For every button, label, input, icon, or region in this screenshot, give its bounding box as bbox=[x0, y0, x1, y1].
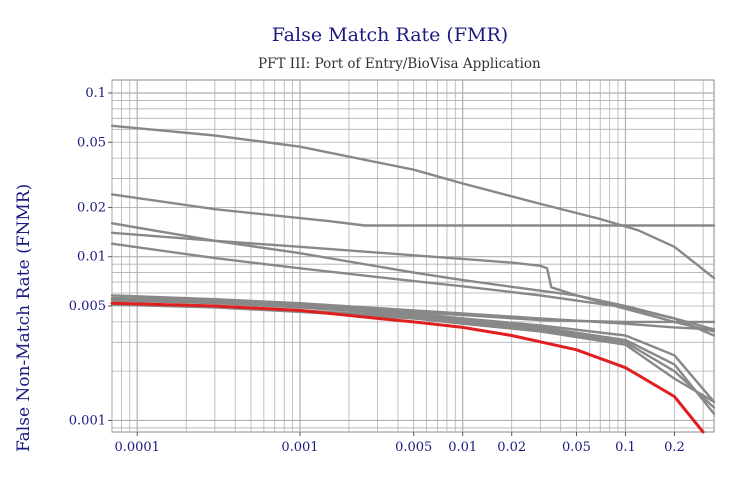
x-tick-label: 0.2 bbox=[664, 440, 685, 455]
det-curve bbox=[110, 298, 716, 403]
chart-title: False Match Rate (FMR) bbox=[271, 24, 509, 46]
y-tick-label: 0.001 bbox=[69, 413, 106, 428]
y-tick-label: 0.01 bbox=[77, 250, 106, 265]
y-tick-label: 0.1 bbox=[85, 86, 106, 101]
x-tick-label: 0.001 bbox=[281, 440, 318, 455]
det-curve-highlighted bbox=[110, 301, 705, 434]
det-curve bbox=[110, 294, 716, 331]
x-tick-label: 0.1 bbox=[615, 440, 636, 455]
det-curve bbox=[110, 299, 716, 415]
x-tick-label: 0.05 bbox=[562, 440, 591, 455]
det-curve bbox=[110, 242, 716, 331]
y-tick-label: 0.05 bbox=[77, 135, 106, 150]
x-tick-label: 0.005 bbox=[395, 440, 432, 455]
det-curve bbox=[110, 231, 716, 333]
chart-subtitle: PFT III: Port of Entry/BioVisa Applicati… bbox=[258, 56, 541, 72]
det-curve bbox=[110, 193, 716, 227]
y-tick-label: 0.005 bbox=[69, 299, 106, 314]
x-tick-label: 0.01 bbox=[448, 440, 477, 455]
x-tick-label: 0.0001 bbox=[114, 440, 160, 455]
det-curve bbox=[110, 124, 716, 280]
y-tick-label: 0.02 bbox=[77, 200, 106, 215]
det-curve bbox=[110, 296, 716, 324]
x-tick-label: 0.02 bbox=[497, 440, 526, 455]
